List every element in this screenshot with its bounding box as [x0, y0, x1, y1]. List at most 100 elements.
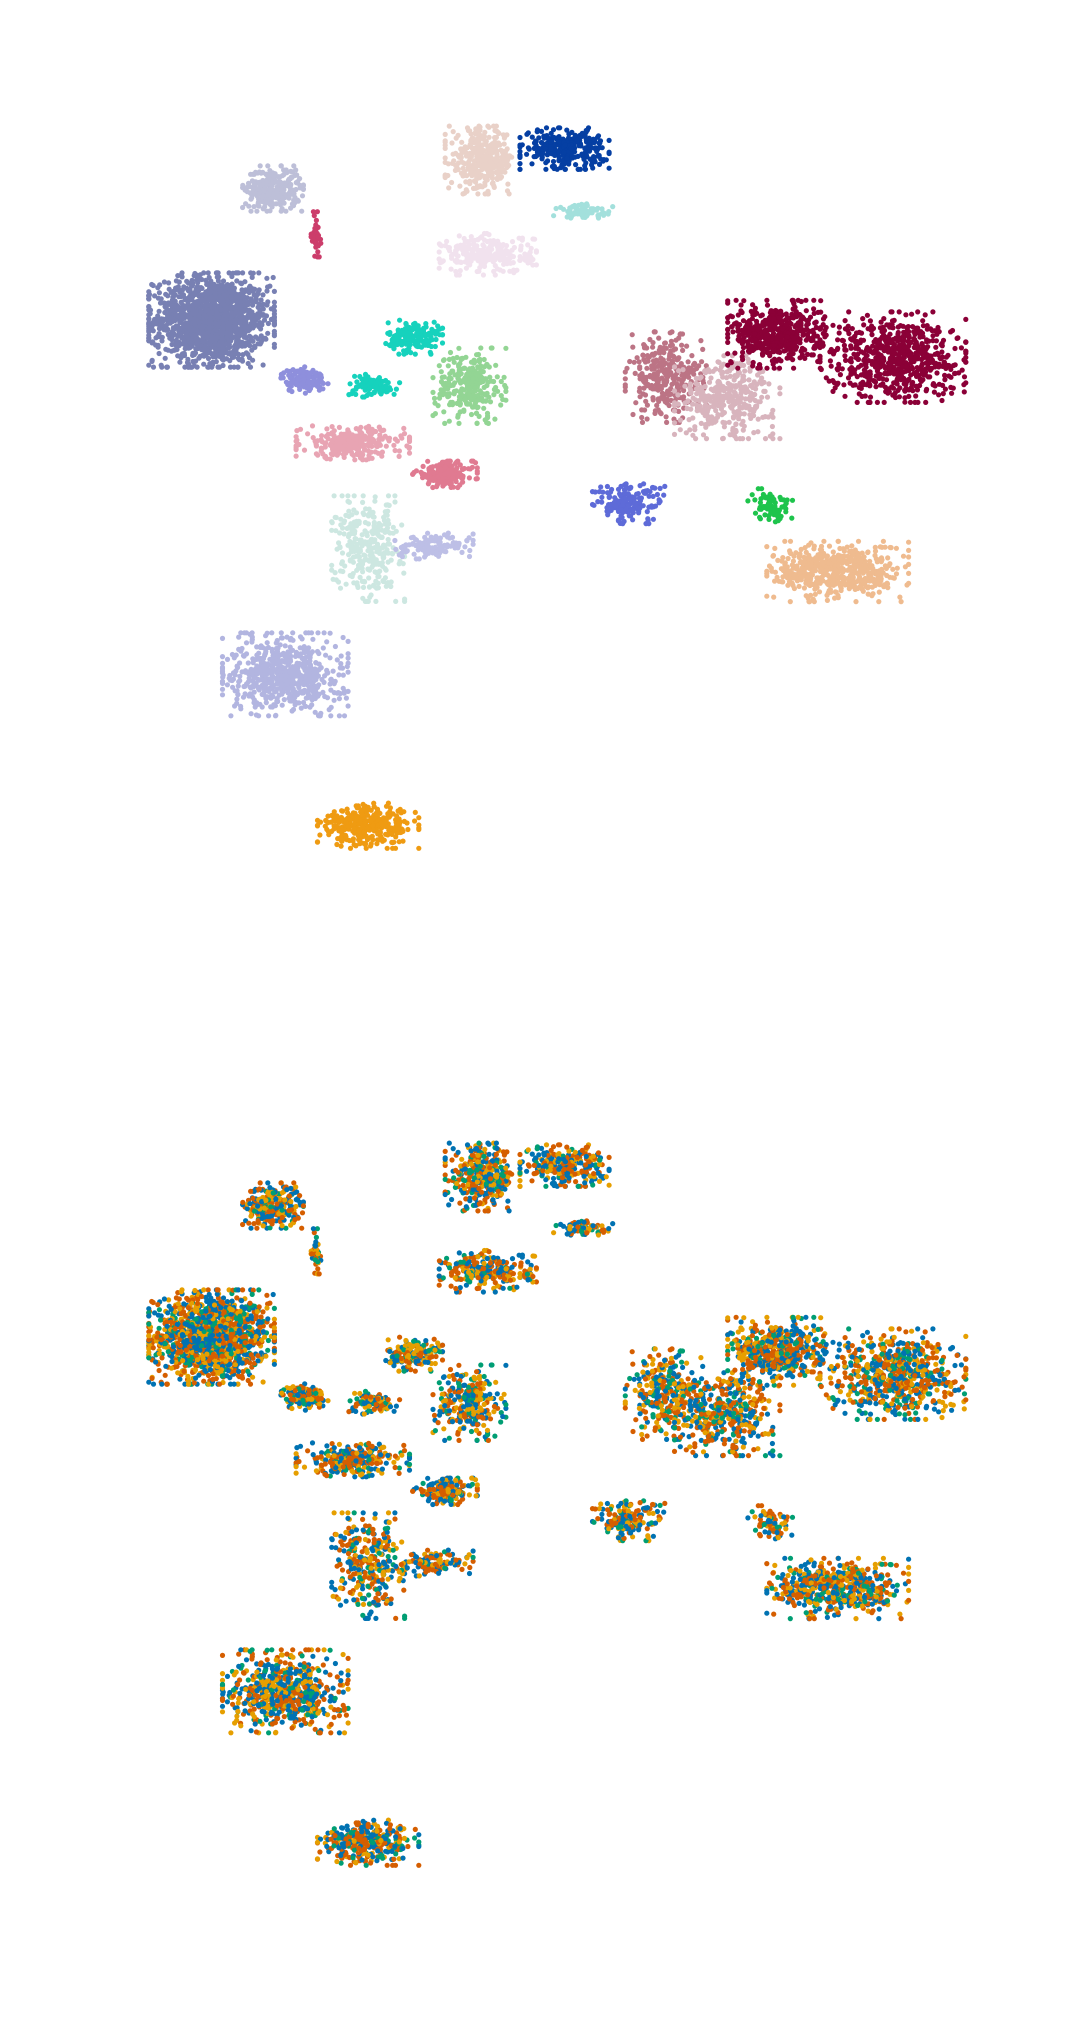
cluster-point	[482, 129, 488, 135]
cluster-point	[224, 282, 230, 288]
cluster-point	[481, 243, 487, 249]
cluster-point	[156, 334, 162, 340]
cluster-point	[818, 298, 824, 304]
cluster-point	[671, 420, 678, 426]
cluster-point	[208, 278, 214, 284]
cluster-point	[445, 469, 451, 476]
cluster-point	[462, 365, 468, 371]
cluster-point	[175, 353, 181, 359]
cluster-point	[195, 279, 201, 286]
cluster-point	[475, 142, 481, 148]
cluster-point	[204, 334, 210, 340]
cluster-point	[219, 336, 225, 342]
cluster-point	[169, 341, 175, 348]
cluster-point	[652, 329, 658, 335]
cluster-point	[251, 171, 257, 177]
cluster-point	[199, 326, 205, 332]
cluster-point	[423, 321, 429, 327]
cluster-point	[385, 320, 391, 326]
cluster-point	[551, 213, 557, 219]
cluster-point	[411, 321, 417, 327]
cluster-point	[234, 326, 240, 333]
cluster-point	[622, 369, 628, 375]
cluster-point	[398, 338, 405, 344]
cluster-point	[293, 186, 299, 193]
cluster-point	[820, 316, 827, 322]
cluster-point	[279, 206, 285, 212]
cluster-point	[457, 482, 463, 488]
cluster-point	[247, 184, 253, 190]
cluster-point	[671, 388, 678, 394]
cluster-point	[496, 162, 502, 168]
cluster-point	[237, 299, 243, 305]
cluster-point	[270, 201, 276, 207]
cluster-point	[449, 402, 456, 408]
cluster-point	[224, 334, 230, 340]
cluster-point	[664, 400, 670, 406]
cluster-point	[182, 364, 188, 370]
cluster-point	[248, 321, 254, 327]
cluster-point	[468, 234, 474, 240]
cluster-point	[731, 393, 737, 399]
cluster-point	[267, 168, 273, 174]
cluster-point	[260, 292, 266, 298]
cluster-point	[485, 191, 491, 197]
cluster-point	[719, 371, 725, 377]
cluster-point	[256, 270, 262, 276]
cluster-point	[403, 320, 409, 327]
cluster-point	[232, 320, 238, 326]
cluster-point	[649, 366, 655, 372]
cluster-point	[428, 464, 434, 470]
cluster-point	[671, 431, 678, 437]
cluster-point	[391, 442, 397, 448]
cluster-point	[453, 150, 459, 156]
cluster-point	[698, 374, 704, 380]
cluster-point	[486, 232, 492, 238]
cluster-point	[155, 285, 161, 291]
cluster-point	[677, 427, 683, 433]
cluster-point	[242, 307, 248, 313]
cluster-point	[491, 392, 497, 398]
cluster-point	[735, 408, 742, 414]
cluster-point	[455, 414, 461, 420]
cluster-point	[301, 447, 308, 453]
cluster-point	[436, 256, 442, 262]
cluster-point	[550, 158, 557, 165]
cluster-point	[458, 259, 464, 265]
cluster-point	[686, 374, 692, 380]
cluster-point	[776, 315, 782, 321]
cluster-point	[457, 402, 463, 408]
cluster-point	[240, 204, 246, 211]
cluster-point	[596, 161, 603, 167]
cluster-point	[493, 123, 499, 129]
cluster-point	[180, 292, 187, 298]
cluster-point	[770, 436, 776, 442]
cluster-point	[442, 386, 448, 392]
cluster-point	[548, 130, 554, 136]
cluster-point	[636, 388, 643, 394]
cluster-point	[212, 346, 218, 352]
cluster-point	[564, 127, 570, 133]
cluster-point	[438, 369, 444, 375]
cluster-point	[606, 209, 612, 215]
cluster-point	[553, 205, 559, 212]
cluster-point	[738, 390, 744, 397]
cluster-point	[499, 154, 505, 160]
cluster-point	[698, 384, 704, 391]
cluster-point	[293, 447, 299, 453]
cluster-point	[677, 331, 683, 337]
cluster-point	[795, 297, 801, 303]
cluster-point	[501, 135, 507, 141]
cluster-point	[679, 342, 685, 348]
cluster-point	[548, 146, 554, 152]
cluster-point	[331, 428, 337, 434]
cluster-point	[762, 436, 769, 442]
cluster-point	[293, 453, 299, 459]
cluster-point	[396, 453, 402, 459]
cluster-point	[739, 309, 745, 316]
cluster-point	[453, 268, 459, 275]
cluster-point	[146, 289, 152, 295]
cluster-point	[740, 427, 746, 433]
cluster-point	[583, 136, 589, 143]
cluster-point	[740, 356, 746, 363]
